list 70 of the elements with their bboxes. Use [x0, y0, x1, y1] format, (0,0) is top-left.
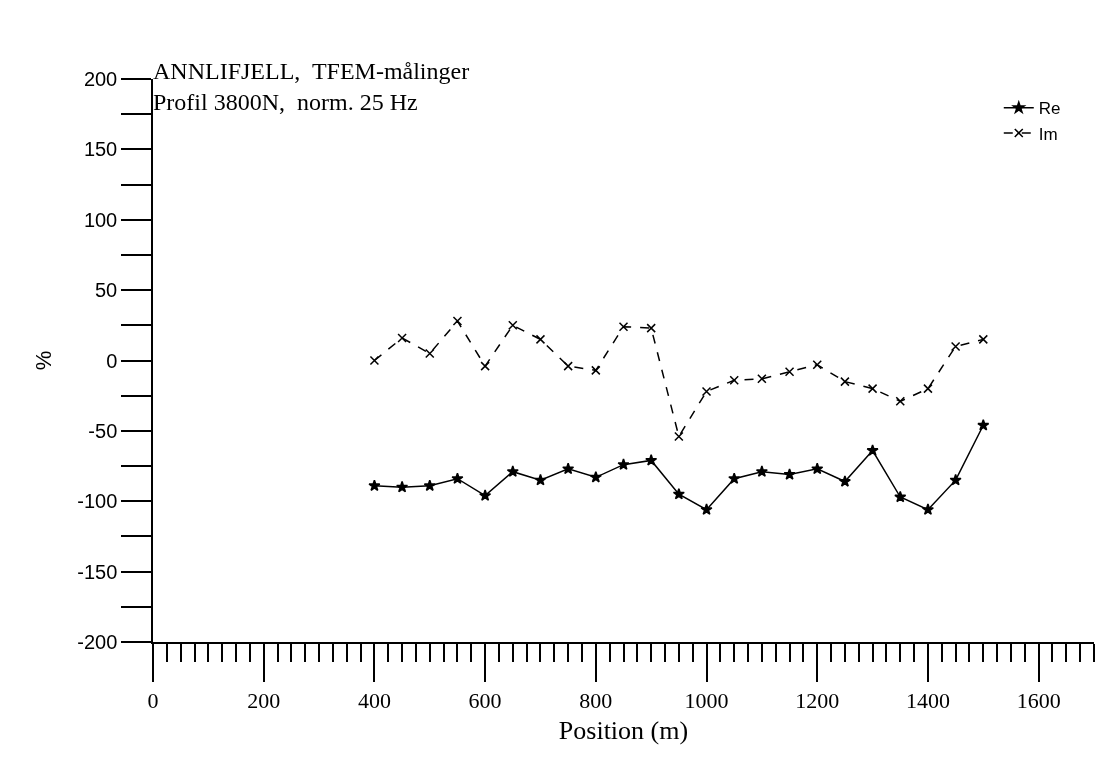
point	[591, 365, 601, 376]
point	[508, 320, 518, 331]
point	[812, 359, 822, 370]
legend-label: Im	[1038, 124, 1058, 144]
point	[977, 418, 990, 431]
point	[618, 321, 629, 332]
point	[535, 334, 546, 345]
x-tick-label: 1400	[905, 688, 950, 714]
x-tick-label: 1200	[795, 688, 840, 714]
point	[563, 361, 573, 371]
x-tick-label: 800	[579, 688, 613, 714]
chart-title: ANNLIFJELL, TFEM-målinger	[153, 58, 470, 84]
point	[397, 333, 407, 343]
point	[369, 355, 380, 366]
point	[784, 367, 795, 377]
point	[451, 472, 464, 485]
x-tick-label: 200	[247, 688, 281, 714]
y-tick-label: -200	[77, 631, 118, 653]
point	[534, 473, 547, 486]
x-axis-title: Position (m)	[558, 715, 689, 745]
y-tick-label: -100	[77, 490, 118, 513]
point	[672, 487, 685, 500]
point	[480, 361, 490, 371]
y-tick-label: 200	[83, 68, 118, 90]
point	[562, 462, 575, 475]
x-tick-label: 600	[468, 688, 502, 714]
point	[646, 323, 656, 333]
point	[701, 386, 712, 397]
point	[396, 480, 409, 493]
point	[645, 454, 658, 466]
y-tick-label: 150	[83, 138, 118, 161]
y-tick-label: 100	[83, 208, 118, 231]
y-tick-label: 0	[106, 349, 118, 372]
point	[867, 383, 878, 394]
point	[783, 468, 796, 480]
point	[923, 383, 933, 394]
point	[700, 503, 713, 515]
point	[811, 462, 824, 475]
point	[978, 334, 989, 345]
point	[425, 348, 435, 359]
point	[368, 479, 381, 492]
point	[949, 473, 962, 486]
y-axis-title: %	[30, 350, 56, 371]
chart-subtitle: Profil 3800N, norm. 25 Hz	[153, 89, 418, 116]
legend-label: Re	[1038, 99, 1061, 119]
x-tick-label: 0	[147, 688, 159, 714]
point	[838, 475, 851, 487]
x-tick-label: 400	[357, 688, 391, 714]
point	[674, 431, 684, 442]
point	[423, 479, 436, 492]
point	[479, 489, 492, 501]
point	[950, 341, 961, 352]
point	[921, 503, 935, 515]
x-tick-label: 1000	[684, 688, 729, 714]
y-tick-label: -150	[77, 560, 118, 583]
point	[729, 375, 739, 385]
point	[840, 376, 850, 387]
point	[589, 470, 602, 483]
point	[506, 465, 519, 477]
point	[895, 396, 906, 407]
point	[617, 458, 630, 470]
point	[452, 316, 463, 326]
point	[757, 374, 767, 384]
point	[866, 444, 879, 456]
point	[755, 465, 768, 477]
point	[894, 490, 907, 503]
point	[728, 472, 741, 485]
x-tick-label: 1600	[1016, 688, 1061, 714]
y-tick-label: 50	[95, 279, 118, 302]
y-tick-label: -50	[88, 419, 118, 442]
